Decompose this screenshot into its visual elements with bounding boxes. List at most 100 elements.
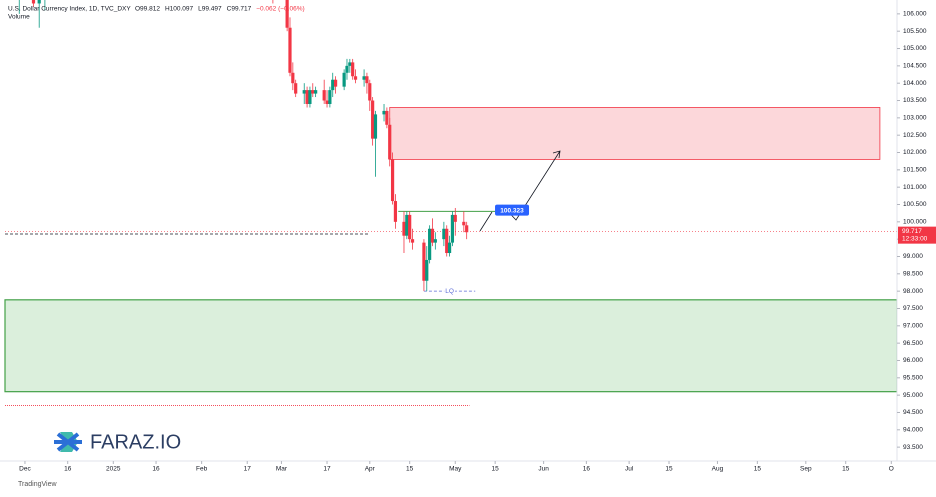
candle-body xyxy=(294,83,298,94)
last-price-badge xyxy=(898,226,936,244)
x-tick-label: Mar xyxy=(276,466,288,473)
x-tick-label: Apr xyxy=(365,466,376,473)
y-tick-label: 94.500 xyxy=(903,409,923,416)
y-tick-label: 96.500 xyxy=(903,340,923,347)
ohlc-value: O99.812 xyxy=(135,6,160,13)
candle-body xyxy=(385,110,389,125)
candle-body xyxy=(373,114,378,139)
y-tick-label: 95.500 xyxy=(903,375,923,382)
y-tick-label: 101.000 xyxy=(903,184,927,191)
candle-body xyxy=(325,100,329,104)
candle-body xyxy=(450,214,455,243)
candle-body xyxy=(333,79,338,87)
candle-body xyxy=(430,228,435,243)
candle-body xyxy=(428,228,432,260)
y-tick-label: 101.500 xyxy=(903,167,927,174)
ohlc-value: −0.062 (−0.06%) xyxy=(256,6,304,13)
candle-body xyxy=(425,259,429,281)
x-tick-label: Sep xyxy=(800,466,812,473)
ohlc-value: H100.097 xyxy=(165,6,194,13)
ohlc-value: L99.497 xyxy=(198,6,222,13)
y-tick-label: 105.500 xyxy=(903,28,927,35)
y-tick-label: 99.000 xyxy=(903,253,923,260)
x-tick-label: 15 xyxy=(665,466,673,473)
plot-area: LQ xyxy=(4,0,897,406)
candle-body xyxy=(311,90,315,94)
x-tick-label: 15 xyxy=(492,466,500,473)
y-tick-label: 106.000 xyxy=(903,11,927,18)
y-tick-label: 96.000 xyxy=(903,357,923,364)
candle-body xyxy=(433,239,437,243)
y-tick-label: 100.000 xyxy=(903,219,927,226)
volume-label: Volume xyxy=(8,14,30,21)
candle-body xyxy=(308,90,312,104)
candle-body xyxy=(351,62,355,77)
candle-body xyxy=(348,62,352,66)
candle-body xyxy=(368,83,372,101)
candle-body xyxy=(462,221,466,226)
candle-body xyxy=(465,225,469,233)
x-tick-label: 16 xyxy=(64,466,72,473)
candle-body xyxy=(353,76,358,80)
x-tick-label: 16 xyxy=(583,466,591,473)
candle-body xyxy=(362,76,366,80)
resistance-zone xyxy=(389,107,881,160)
logo-shape xyxy=(54,432,82,452)
x-tick-label: May xyxy=(449,466,462,473)
candle-body xyxy=(302,90,306,94)
candle-body xyxy=(305,90,309,104)
candle-body xyxy=(422,242,426,281)
x-tick-label: O xyxy=(889,466,894,473)
x-tick-label: 17 xyxy=(323,466,331,473)
y-tick-label: 94.000 xyxy=(903,427,923,434)
ohlc-value: C99.717 xyxy=(227,6,252,13)
y-tick-label: 97.500 xyxy=(903,305,923,312)
candle-body xyxy=(288,27,292,73)
y-tick-label: 102.000 xyxy=(903,149,927,156)
candle-body xyxy=(390,159,395,202)
candle-body xyxy=(331,79,335,91)
candle-body xyxy=(408,214,412,240)
ohlc-header: O99.812 H100.097 L99.497 C99.717 −0.062 (−0.… xyxy=(135,6,305,13)
x-tick-label: 15 xyxy=(406,466,414,473)
y-tick-label: 98.000 xyxy=(903,288,923,295)
candle-body xyxy=(410,239,415,243)
candle-body xyxy=(442,228,446,240)
candle-body xyxy=(388,124,392,160)
x-tick-label: Dec xyxy=(19,466,31,473)
candle-body xyxy=(371,100,375,139)
candle-body xyxy=(342,72,346,87)
y-tick-label: 103.000 xyxy=(903,115,927,122)
liquidity-label: LQ xyxy=(445,288,454,295)
candle-body xyxy=(447,242,452,254)
candle-body xyxy=(393,201,398,222)
x-tick-label: Jun xyxy=(538,466,549,473)
countdown-label: 12:33:00 xyxy=(902,235,928,242)
logo xyxy=(54,432,82,452)
brand: TradingView xyxy=(18,481,57,488)
x-tick-label: 15 xyxy=(754,466,762,473)
y-tick-label: 93.500 xyxy=(903,444,923,451)
y-tick-label: 104.500 xyxy=(903,63,927,70)
candle-body xyxy=(37,0,41,4)
y-tick-label: 102.500 xyxy=(903,132,927,139)
target-label: 100.323 xyxy=(500,207,524,214)
candle-body xyxy=(291,72,295,84)
candle-body xyxy=(445,228,449,254)
candle-body xyxy=(285,0,289,28)
x-tick-label: Feb xyxy=(196,466,208,473)
y-tick-label: 103.500 xyxy=(903,97,927,104)
candle-body xyxy=(345,65,349,73)
x-tick-label: 16 xyxy=(152,466,160,473)
x-tick-label: 2025 xyxy=(106,466,121,473)
y-tick-label: 97.000 xyxy=(903,323,923,330)
candle-body xyxy=(322,90,326,101)
projection-arrow xyxy=(479,150,561,232)
candle-body xyxy=(314,90,318,94)
x-tick-label: Aug xyxy=(712,466,724,473)
candle-body xyxy=(405,214,409,236)
candle-body xyxy=(402,221,406,236)
target-badge xyxy=(495,204,530,216)
x-tick-label: 17 xyxy=(244,466,252,473)
y-tick-label: 98.500 xyxy=(903,271,923,278)
